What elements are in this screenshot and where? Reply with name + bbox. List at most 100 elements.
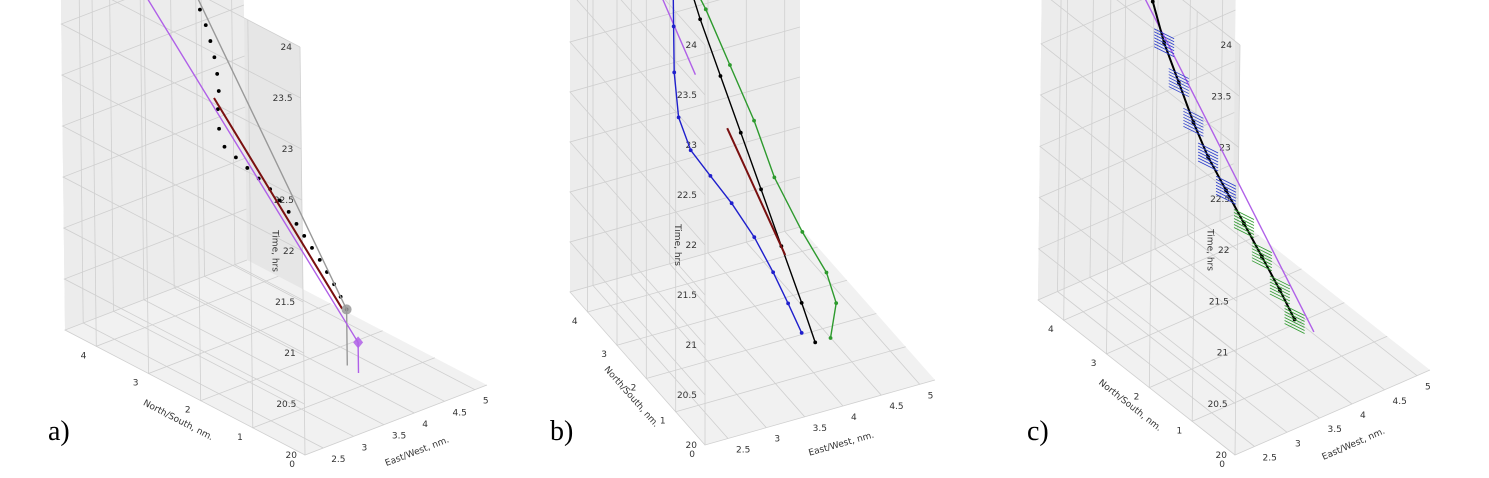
green-uncertainty-hatch <box>1269 284 1291 296</box>
z-tick-label: 22 <box>1218 246 1229 256</box>
x-tick-label: 4 <box>422 420 428 430</box>
blue-uncertainty-hatch <box>1153 40 1175 52</box>
panel-label: a) <box>48 416 70 447</box>
green-uncertainty-hatch <box>1233 221 1255 232</box>
y-gridline <box>91 0 279 347</box>
observations-point <box>277 198 282 203</box>
x-tick-label: 3 <box>1295 439 1301 449</box>
x-tick-label: 4 <box>851 413 857 423</box>
blue-uncertainty-hatch <box>1153 31 1175 43</box>
green-envelope-point <box>772 175 777 180</box>
y-tick-label: 4 <box>572 317 578 327</box>
x-gridline <box>1089 0 1288 433</box>
blue-envelope-point <box>688 148 693 153</box>
blue-uncertainty-hatch <box>1168 80 1189 91</box>
x-gridline <box>170 0 415 414</box>
y-axis-title: North/South, nm. <box>141 398 214 443</box>
blue-uncertainty-hatch <box>1183 107 1204 119</box>
blue-uncertainty-hatch <box>1168 86 1189 97</box>
floor <box>1038 215 1430 455</box>
green-uncertainty-hatch <box>1251 251 1273 263</box>
blue-uncertainty-hatch <box>1197 160 1219 172</box>
blue-envelope-line <box>672 0 803 334</box>
y-gridline <box>704 45 936 446</box>
observations-point <box>208 39 213 43</box>
x-tick-label: 2.5 <box>736 446 750 456</box>
x-tick-label: 4 <box>1360 411 1366 421</box>
green-uncertainty-hatch <box>1284 308 1305 319</box>
x-tick-label: 3.5 <box>813 424 827 434</box>
observations-point <box>203 23 208 28</box>
z-tick-label: 22 <box>283 247 294 257</box>
y-gridline <box>645 0 877 380</box>
z-tick-label: 23.5 <box>1211 92 1231 102</box>
z-tick-label: 22.5 <box>677 191 697 201</box>
z-gridline <box>1039 9 1238 251</box>
y-gridline <box>1191 11 1388 422</box>
target-track-line <box>662 0 697 75</box>
z-tick-label: 21.5 <box>677 291 697 301</box>
y-tick-label: 1 <box>237 433 243 443</box>
green-uncertainty-hatch <box>1251 248 1273 260</box>
estimate-line <box>1151 0 1296 320</box>
blue-envelope-point <box>771 270 776 275</box>
observations-point <box>718 74 723 78</box>
y-tick-label: 0 <box>1219 460 1225 470</box>
green-envelope-point <box>752 118 756 123</box>
x-tick-label: 5 <box>1425 383 1431 393</box>
z-tick-label: 20.5 <box>677 391 697 401</box>
x-tick-label: 2.5 <box>1263 454 1277 464</box>
observations-point <box>813 340 818 345</box>
floor <box>65 260 487 455</box>
y-gridline <box>1063 0 1259 321</box>
y-tick-label: 2 <box>1134 393 1140 403</box>
x-gridline <box>669 0 805 418</box>
green-uncertainty-hatch <box>1284 320 1305 331</box>
z-axis-title: Time, hrs <box>672 223 682 266</box>
y-tick-label: 3 <box>133 378 139 388</box>
blue-uncertainty-hatch <box>1168 83 1189 94</box>
panel-3: 2020.52121.52222.52323.5242.533.544.5501… <box>1027 0 1431 470</box>
z-tick-label: 20 <box>286 451 298 461</box>
target-endpoints-marker <box>353 336 364 349</box>
blue-uncertainty-hatch <box>1215 193 1237 205</box>
blue-envelope-point <box>672 70 677 75</box>
x-gridline <box>1219 0 1418 377</box>
blue-uncertainty-hatch <box>1183 119 1204 131</box>
z-tick-label: 23.5 <box>273 94 293 104</box>
green-uncertainty-hatch <box>1251 254 1273 266</box>
target-track-line <box>147 0 360 374</box>
z-gridline <box>60 4 303 201</box>
observations-point <box>198 7 202 12</box>
green-uncertainty-hatch <box>1269 293 1291 305</box>
observations-point <box>245 166 250 170</box>
x-tick-label: 2.5 <box>331 455 345 465</box>
x-tick-label: 4.5 <box>1393 397 1407 407</box>
blue-uncertainty-hatch <box>1168 74 1189 85</box>
z-gridline <box>111 0 301 99</box>
observations-point <box>799 300 804 305</box>
z-tick-label: 24 <box>281 43 293 53</box>
observations-point <box>317 257 322 262</box>
z-tick-label: 22.5 <box>274 196 294 206</box>
green-uncertainty-hatch <box>1233 227 1255 238</box>
z-tick-label: 23 <box>1219 144 1230 154</box>
observations-point <box>222 144 227 149</box>
x-gridline <box>745 0 882 396</box>
blue-uncertainty-hatch <box>1197 142 1219 154</box>
z-tick-label: 21 <box>1217 349 1228 359</box>
observations-point <box>215 72 220 76</box>
x-gridline <box>1187 0 1385 391</box>
green-uncertainty-hatch <box>1269 290 1291 302</box>
z-tick-label: 22.5 <box>1210 195 1230 205</box>
z-gridline <box>62 157 304 354</box>
x-axis-title: East/West, nm. <box>808 431 876 459</box>
z-tick-label: 20.5 <box>276 400 296 410</box>
blue-uncertainty-hatch <box>1215 190 1237 202</box>
blue-uncertainty-hatch <box>1183 110 1204 122</box>
green-uncertainty-hatch <box>1269 275 1291 287</box>
green-uncertainty-hatch <box>1269 281 1291 293</box>
y-tick-label: 1 <box>1176 426 1182 436</box>
x-tick-label: 4.5 <box>889 402 903 412</box>
